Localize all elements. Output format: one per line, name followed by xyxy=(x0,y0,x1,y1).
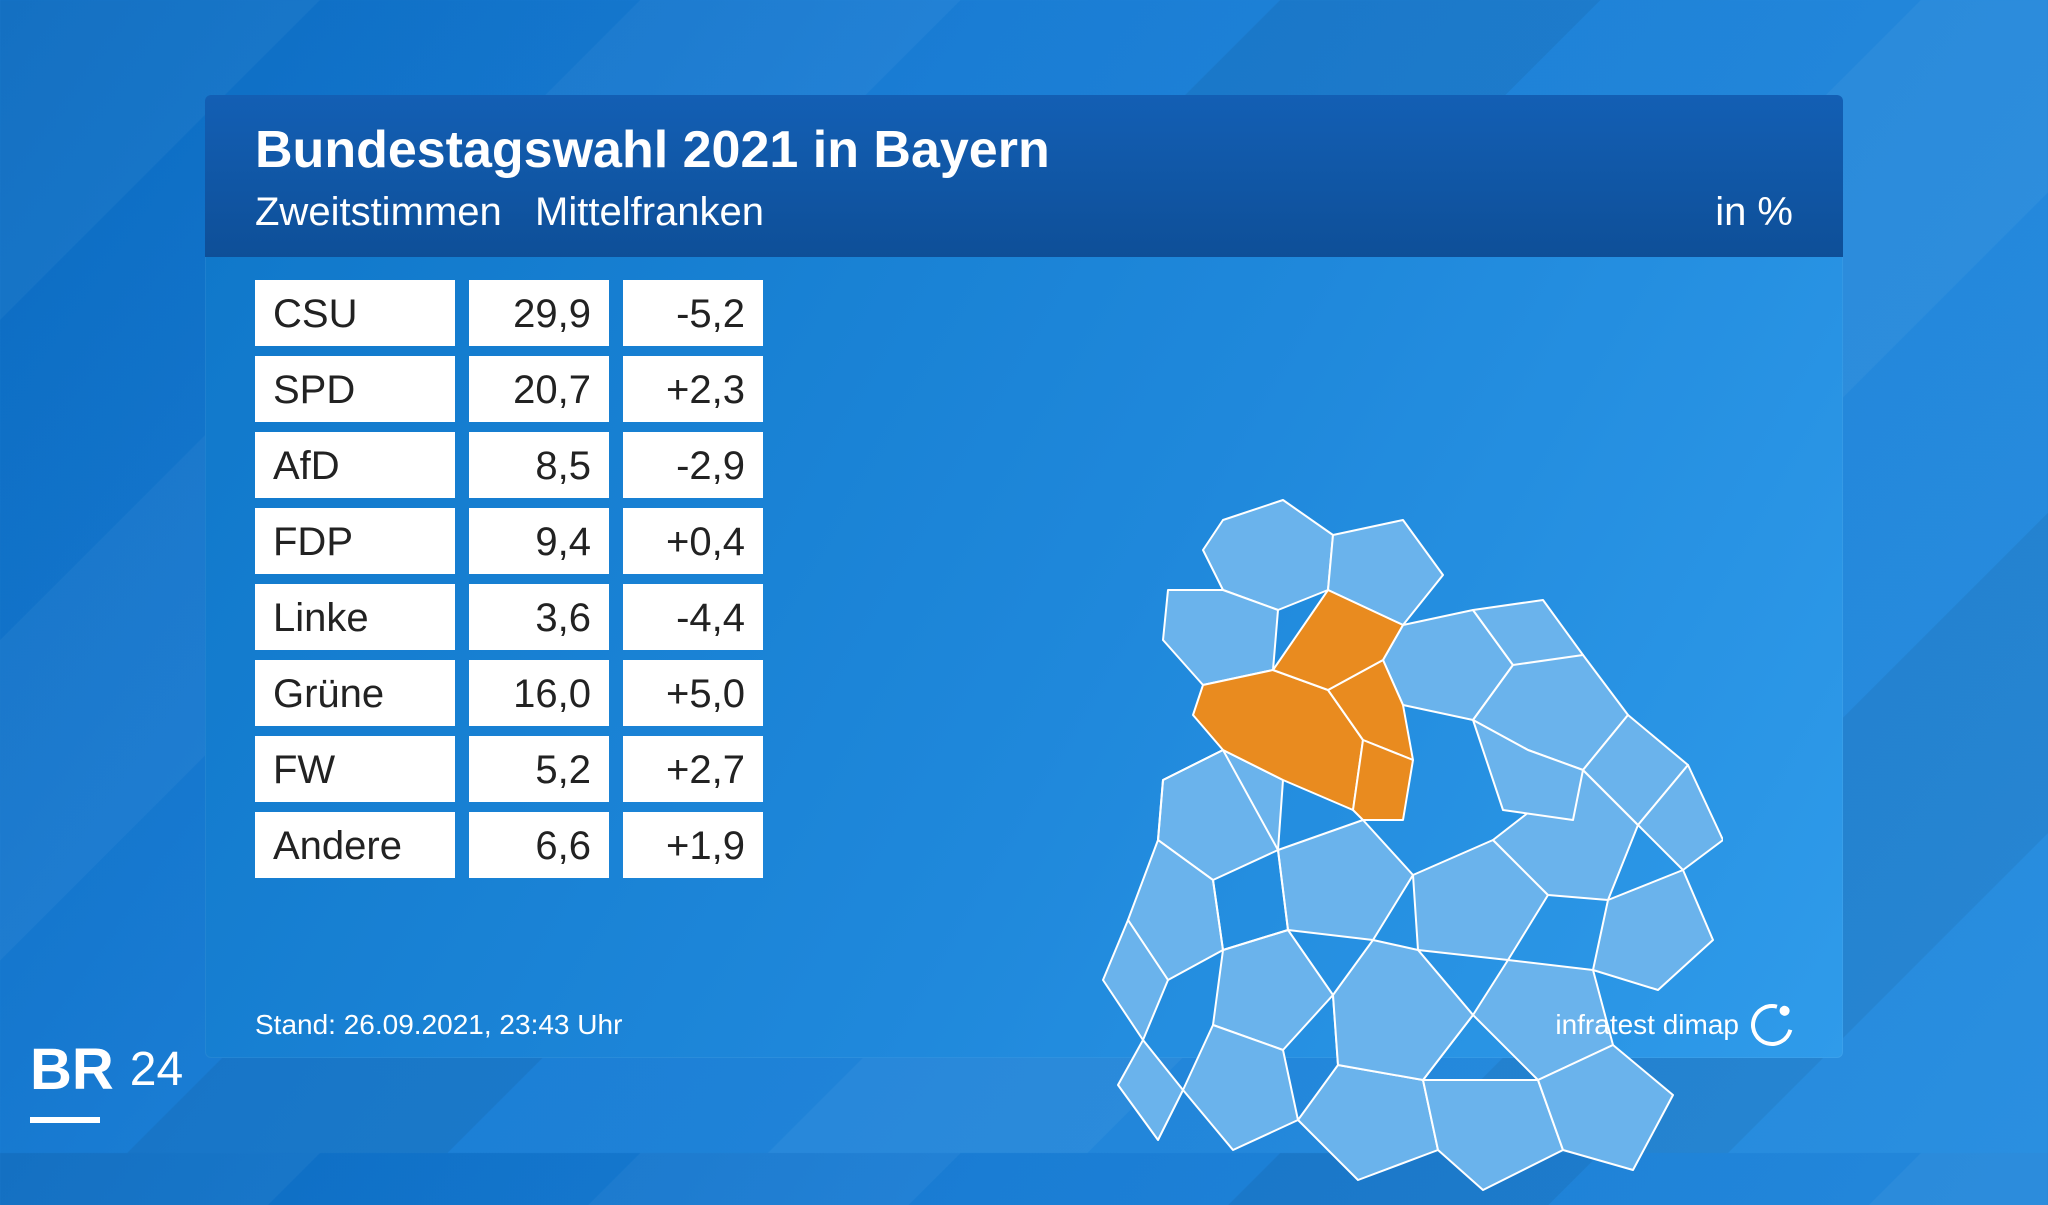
value-cell: 5,2 xyxy=(469,736,609,802)
table-row: CSU29,9-5,2 xyxy=(255,280,1793,346)
party-cell: Andere xyxy=(255,812,455,878)
party-cell: AfD xyxy=(255,432,455,498)
value-cell: 6,6 xyxy=(469,812,609,878)
value-cell: 16,0 xyxy=(469,660,609,726)
logo-text-24: 24 xyxy=(130,1042,183,1097)
stand-label: Stand: xyxy=(255,1009,336,1040)
source: infratest dimap xyxy=(1555,1004,1793,1046)
source-icon xyxy=(1743,996,1800,1053)
br24-logo: BR 24 xyxy=(30,1045,183,1123)
logo-underline xyxy=(30,1107,100,1123)
change-cell: +5,0 xyxy=(623,660,763,726)
change-cell: +1,9 xyxy=(623,812,763,878)
panel-body: CSU29,9-5,2 SPD20,7+2,3 AfD8,5-2,9 FDP9,4+0… xyxy=(255,280,1793,1003)
result-panel: Bundestagswahl 2021 in Bayern Zweitstimm… xyxy=(205,95,1843,1058)
change-cell: +2,7 xyxy=(623,736,763,802)
subtitle-row: Zweitstimmen Mittelfranken in % xyxy=(255,190,1793,235)
stand-value: 26.09.2021, 23:43 Uhr xyxy=(344,1009,623,1040)
party-cell: Linke xyxy=(255,584,455,650)
subtitle-right: Mittelfranken xyxy=(535,190,764,234)
panel-footer: Stand: 26.09.2021, 23:43 Uhr infratest d… xyxy=(255,1004,1793,1046)
value-cell: 3,6 xyxy=(469,584,609,650)
party-cell: CSU xyxy=(255,280,455,346)
stand-text: Stand: 26.09.2021, 23:43 Uhr xyxy=(255,1009,622,1041)
subtitle-left: Zweitstimmen xyxy=(255,190,502,234)
title: Bundestagswahl 2021 in Bayern xyxy=(255,123,1793,178)
table-row: SPD20,7+2,3 xyxy=(255,356,1793,422)
value-cell: 8,5 xyxy=(469,432,609,498)
bavaria-map xyxy=(1073,480,1723,1200)
subtitle: Zweitstimmen Mittelfranken xyxy=(255,190,764,235)
logo-text-br: BR xyxy=(30,1045,114,1094)
party-cell: Grüne xyxy=(255,660,455,726)
party-cell: FDP xyxy=(255,508,455,574)
change-cell: +0,4 xyxy=(623,508,763,574)
unit-label: in % xyxy=(1715,190,1793,235)
value-cell: 29,9 xyxy=(469,280,609,346)
value-cell: 9,4 xyxy=(469,508,609,574)
map-svg xyxy=(1073,480,1723,1200)
change-cell: -2,9 xyxy=(623,432,763,498)
panel-header: Bundestagswahl 2021 in Bayern Zweitstimm… xyxy=(205,95,1843,257)
change-cell: +2,3 xyxy=(623,356,763,422)
party-cell: SPD xyxy=(255,356,455,422)
change-cell: -4,4 xyxy=(623,584,763,650)
party-cell: FW xyxy=(255,736,455,802)
value-cell: 20,7 xyxy=(469,356,609,422)
source-label: infratest dimap xyxy=(1555,1009,1739,1041)
change-cell: -5,2 xyxy=(623,280,763,346)
